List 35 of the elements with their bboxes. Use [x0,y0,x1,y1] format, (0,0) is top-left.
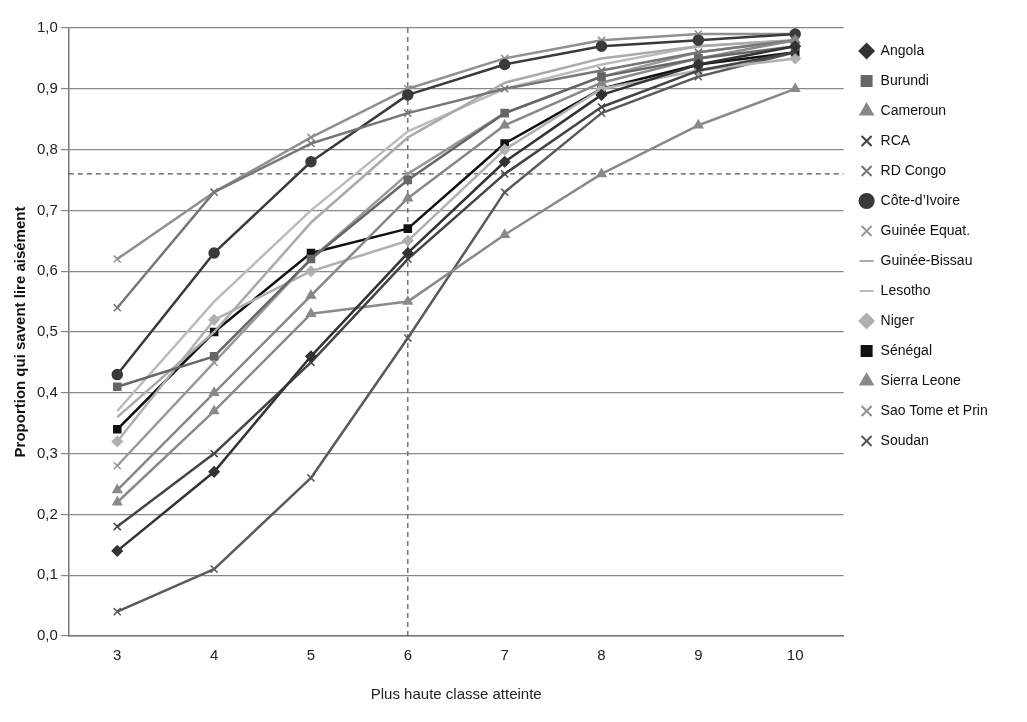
legend-label: Sierra Leone [880,371,961,388]
legend-label: RCA [880,131,911,148]
y-tick-label: 0,0 [36,626,58,644]
x-tick-label: 4 [209,646,219,664]
y-tick-label: 0,3 [36,443,58,461]
legend-label: Lesotho [880,281,931,298]
y-tick-label: 0,1 [36,565,58,583]
x-tick-label: 9 [694,646,703,664]
legend-label: Guinée-Bissau [880,251,973,268]
y-tick-label: 0,9 [36,78,58,96]
legend-label: Côte-d’Ivoire [880,191,961,208]
y-tick-label: 0,2 [36,504,58,522]
y-tick-label: 1,0 [36,18,58,36]
legend-label: Guinée Equat. [880,221,971,238]
x-tick-label: 3 [113,646,122,664]
y-tick-label: 0,8 [36,139,58,157]
x-axis-title: Plus haute classe atteinte [370,685,542,703]
legend-label: Angola [880,41,925,58]
x-tick-label: 8 [597,646,606,664]
x-tick-label: 7 [500,646,509,664]
y-tick-label: 0,7 [36,200,58,218]
legend-label: RD Congo [880,161,947,178]
legend-label: Sénégal [880,341,932,358]
legend-label: Sao Tome et Prin [880,401,988,418]
legend-label: Cameroun [880,101,946,118]
x-tick-label: 6 [403,646,412,664]
y-tick-label: 0,6 [36,261,58,279]
y-tick-label: 0,5 [36,322,58,340]
legend-label: Burundi [880,71,929,88]
x-tick-label: 10 [786,646,804,664]
legend-label: Niger [880,311,915,328]
y-tick-label: 0,4 [36,382,58,400]
y-axis-title: Proportion qui savent lire aisément [11,206,29,458]
legend-label: Soudan [880,431,929,448]
x-tick-label: 5 [306,646,316,664]
